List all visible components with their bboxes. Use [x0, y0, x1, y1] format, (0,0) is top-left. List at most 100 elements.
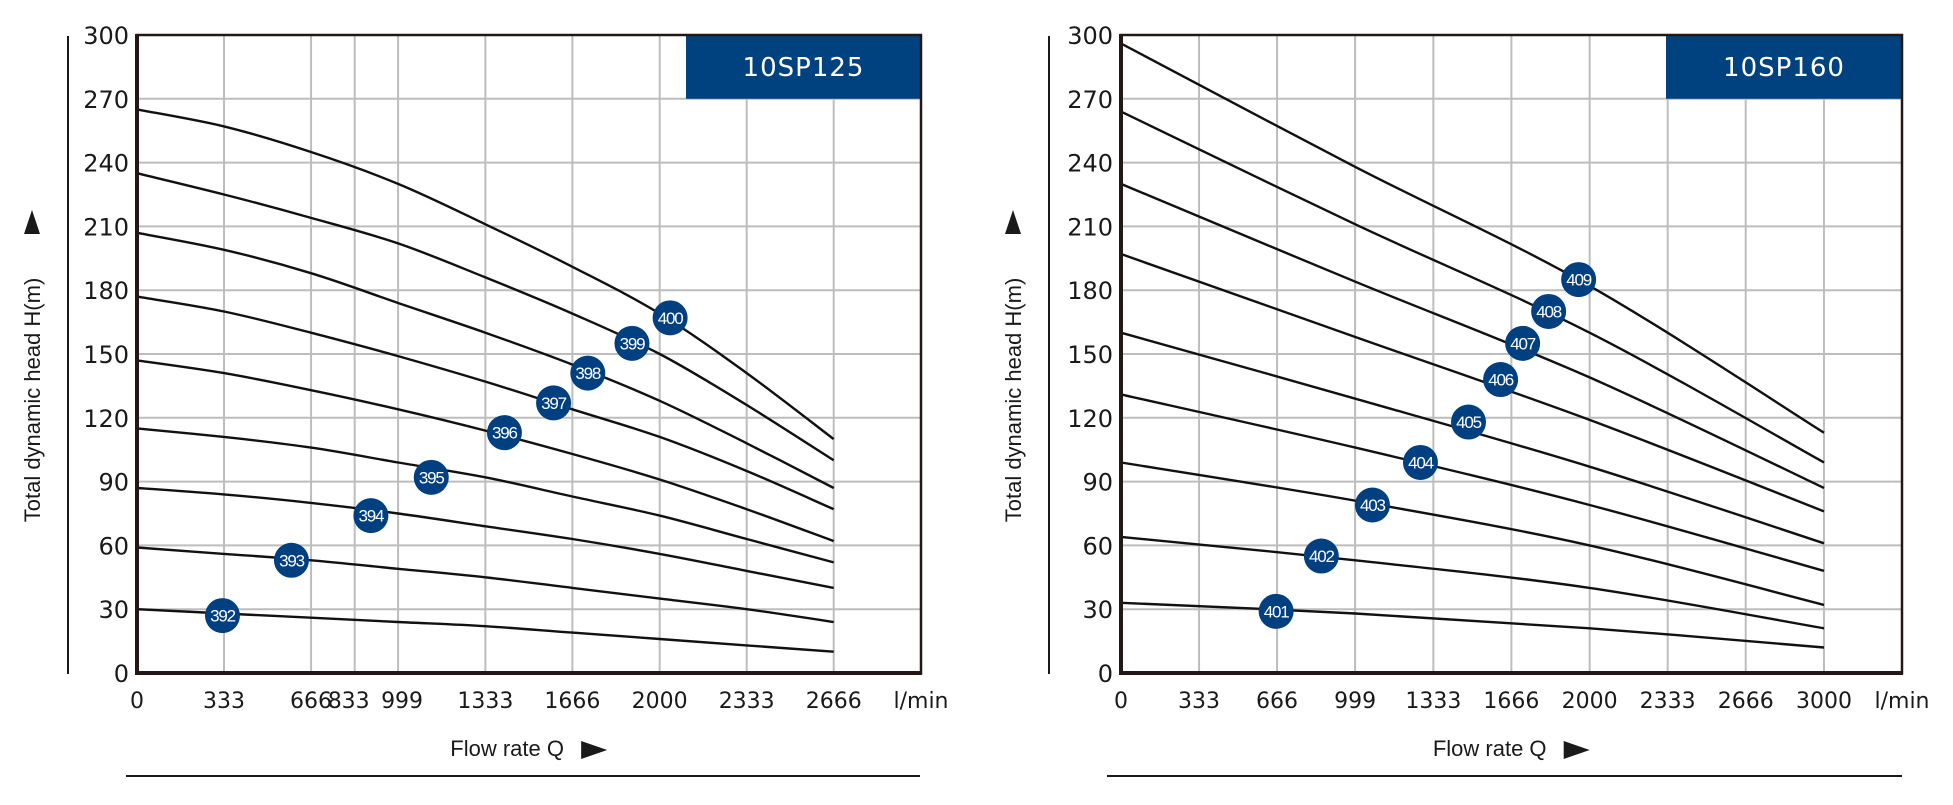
badge-label: 409 — [1566, 271, 1592, 290]
x-tick-label: 2666 — [806, 689, 862, 714]
x-tick-label: 1666 — [1483, 689, 1539, 714]
y-tick-label: 300 — [1067, 22, 1113, 50]
badge-403: 403 — [1354, 487, 1390, 523]
badge-393: 393 — [273, 542, 309, 578]
y-tick-label: 0 — [114, 660, 129, 688]
y-tick-label: 0 — [1098, 660, 1113, 688]
model-title: 10SP160 — [1723, 53, 1845, 83]
y-tick-label: 90 — [98, 469, 129, 497]
y-tick-labels: 0 30 60 90 120 150 180 210 240 270 300 — [83, 22, 129, 688]
y-axis-title: Total dynamic head H(m) — [1001, 278, 1026, 523]
badge-circle — [1483, 362, 1519, 398]
badge-label: 400 — [658, 309, 684, 328]
model-title-box: 10SP160 — [1666, 35, 1902, 99]
x-tick-label: 1666 — [544, 689, 600, 714]
x-tick-label: 1333 — [1405, 689, 1461, 714]
badge-label: 392 — [210, 607, 236, 626]
badge-label: 394 — [359, 507, 385, 526]
badge-label: 397 — [541, 394, 567, 413]
y-tick-label: 240 — [1067, 150, 1113, 178]
title-background — [686, 35, 921, 99]
y-tick-label: 300 — [83, 22, 129, 50]
y-tick-label: 30 — [98, 596, 129, 624]
badge-label: 404 — [1408, 453, 1434, 472]
badge-408: 408 — [1531, 293, 1567, 329]
badge-circle — [1258, 593, 1294, 629]
badge-396: 396 — [486, 415, 522, 451]
badge-label: 407 — [1510, 334, 1536, 353]
x-unit-label: l/min — [1874, 689, 1929, 714]
y-tick-label: 270 — [83, 86, 129, 114]
badge-406: 406 — [1483, 362, 1519, 398]
badge-circle — [1354, 487, 1390, 523]
x-axis-title: Flow rate Q — [450, 736, 564, 761]
x-tick-label: 999 — [381, 689, 423, 714]
x-tick-label: 666 — [290, 689, 332, 714]
badge-400: 400 — [652, 300, 688, 336]
curve-407 — [1120, 182, 1825, 490]
y-tick-label: 120 — [1067, 405, 1113, 433]
curve-401 — [1120, 601, 1825, 649]
badge-label: 396 — [492, 424, 518, 443]
badge-401: 401 — [1258, 593, 1294, 629]
curve-398 — [136, 231, 835, 490]
x-tick-label: 2333 — [1640, 689, 1696, 714]
x-tick-label: 666 — [1256, 689, 1298, 714]
badge-circle — [353, 498, 389, 534]
y-axis-arrow-icon — [24, 210, 40, 234]
badge-circle — [1531, 293, 1567, 329]
badge-399: 399 — [614, 325, 650, 361]
badge-circle — [614, 325, 650, 361]
badge-405: 405 — [1451, 404, 1487, 440]
badge-circle — [652, 300, 688, 336]
x-tick-label: 0 — [130, 689, 144, 714]
y-tick-label: 60 — [1082, 532, 1113, 560]
badge-circle — [570, 355, 606, 391]
curve-397 — [136, 295, 835, 511]
badge-label: 398 — [575, 364, 601, 383]
curve-404 — [1120, 393, 1825, 573]
badge-circle — [1402, 444, 1438, 480]
curve-400 — [136, 108, 835, 441]
model-title-box: 10SP125 — [686, 35, 921, 99]
x-tick-label: 333 — [1178, 689, 1220, 714]
curve-409 — [1120, 42, 1825, 434]
curve-408 — [1120, 110, 1825, 464]
y-tick-label: 270 — [1067, 86, 1113, 114]
x-tick-label: 2333 — [719, 689, 775, 714]
y-tick-label: 30 — [1082, 596, 1113, 624]
x-tick-label: 999 — [1334, 689, 1376, 714]
badge-label: 408 — [1536, 302, 1562, 321]
x-tick-label: 1333 — [457, 689, 513, 714]
x-tick-label: 2000 — [1562, 689, 1618, 714]
x-tick-labels: 0 333 666 999 1333 1666 2000 2333 2666 3000 l/min — [1114, 689, 1930, 714]
curve-402 — [1120, 535, 1825, 630]
curve-395 — [136, 427, 835, 564]
badge-circle — [1303, 538, 1339, 574]
y-axis-title-group: Total dynamic head H(m) — [1001, 278, 1026, 523]
y-tick-labels: 0 30 60 90 120 150 180 210 240 270 300 — [1067, 22, 1113, 688]
badge-label: 395 — [419, 468, 445, 487]
title-background — [1666, 35, 1902, 99]
badge-circle — [1505, 325, 1541, 361]
badge-label: 402 — [1309, 547, 1335, 566]
badge-circle — [486, 415, 522, 451]
curves — [1120, 42, 1825, 649]
x-axis-arrow-icon — [581, 741, 608, 759]
badge-397: 397 — [536, 385, 572, 421]
y-tick-label: 210 — [1067, 213, 1113, 241]
badge-circle — [1561, 262, 1597, 298]
x-tick-label: 833 — [328, 689, 370, 714]
badge-label: 401 — [1264, 602, 1290, 621]
y-tick-label: 90 — [1082, 469, 1113, 497]
badge-394: 394 — [353, 498, 389, 534]
chart-10sp125: 10SP125 400 399 398 397 396 395 394 393 392 0 30 60 9… — [20, 22, 949, 777]
badge-label: 406 — [1488, 371, 1514, 390]
curve-403 — [1120, 461, 1825, 607]
x-tick-label: 0 — [1114, 689, 1128, 714]
x-tick-label: 333 — [203, 689, 245, 714]
badge-407: 407 — [1505, 325, 1541, 361]
badge-398: 398 — [570, 355, 606, 391]
